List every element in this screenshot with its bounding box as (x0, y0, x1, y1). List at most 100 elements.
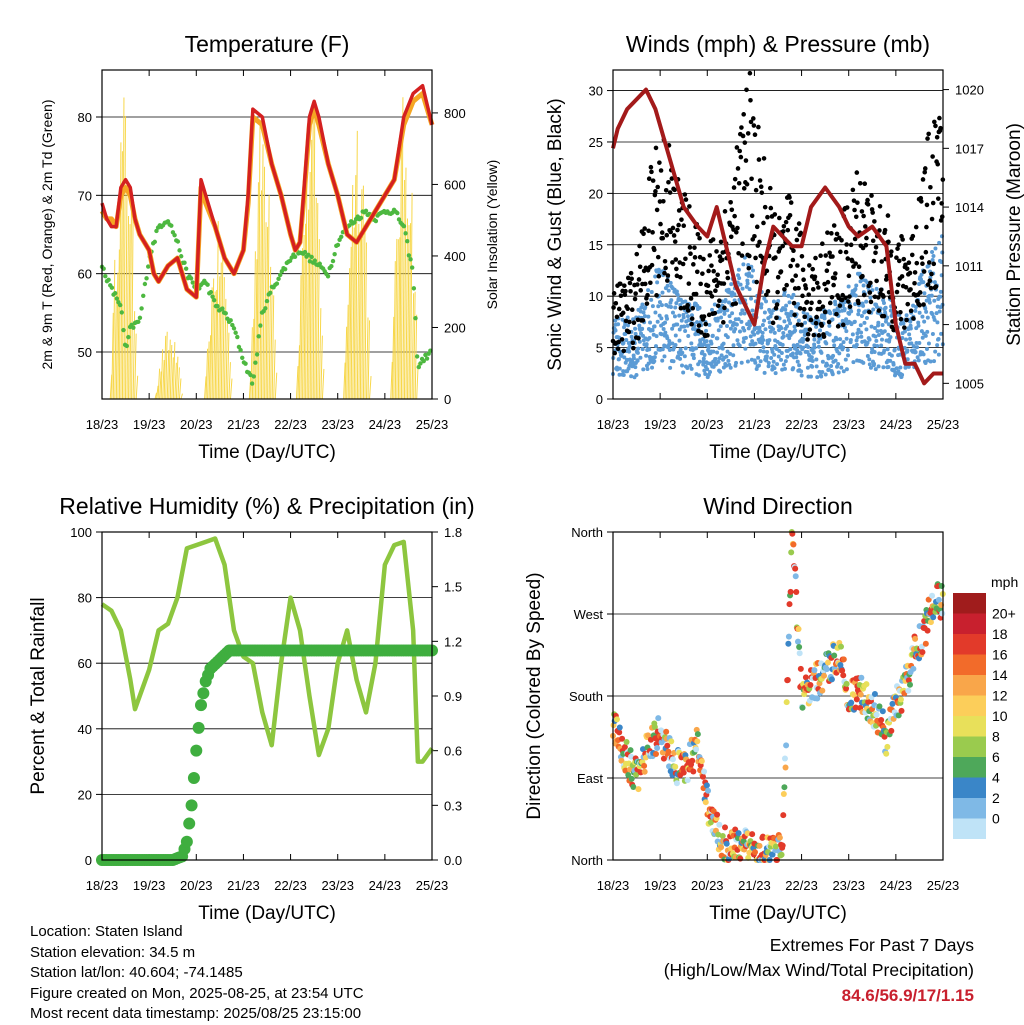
wind-gust-point (924, 224, 929, 230)
wind-sustained-point (756, 363, 761, 368)
direction-point (781, 784, 788, 791)
wind-gust-point (873, 250, 878, 256)
wind-sustained-point (811, 349, 816, 354)
wind-sustained-point (871, 307, 876, 312)
wind-sustained-point (739, 360, 744, 365)
wind-sustained-point (688, 363, 693, 368)
wind-sustained-point (820, 370, 825, 375)
direction-point (641, 762, 648, 769)
wind-sustained-point (749, 274, 754, 279)
wind-sustained-point (647, 347, 652, 352)
wind-gust-point (683, 197, 689, 202)
wind-sustained-point (641, 367, 646, 372)
solar-insolation-line (400, 97, 404, 400)
wind-gust-point (687, 204, 692, 209)
direction-point (863, 681, 870, 688)
wind-gust-point (921, 302, 926, 307)
precip-point (185, 799, 198, 812)
wind-sustained-point (665, 283, 670, 288)
solar-insolation-line (309, 139, 313, 400)
direction-point (628, 753, 635, 760)
wind-sustained-point (728, 319, 733, 324)
wind-sustained-point (674, 289, 679, 294)
wind-sustained-point (831, 353, 836, 358)
solar-insolation-line (349, 246, 352, 400)
wind-gust-point (751, 123, 757, 128)
solar-insolation-line (413, 291, 416, 400)
wind-gust-point (768, 205, 774, 211)
legend-swatch (953, 634, 986, 655)
wind-gust-point (674, 266, 679, 272)
wind-sustained-point (683, 329, 688, 334)
wind-sustained-point (637, 339, 642, 344)
solar-insolation-line (204, 376, 207, 400)
wind-sustained-point (908, 326, 913, 331)
wind-sustained-point (858, 323, 863, 328)
wind-gust-point (619, 337, 625, 342)
wind-gust-point (886, 239, 891, 245)
wind-sustained-point (855, 335, 860, 340)
dewpoint-point (274, 281, 280, 286)
solar-insolation-line (111, 312, 114, 400)
wind-sustained-point (677, 313, 682, 318)
wind-sustained-point (915, 345, 920, 350)
y-axis-label-left: Sonic Wind & Gust (Blue, Black) (545, 98, 566, 370)
solar-insolation-line (315, 202, 319, 400)
wind-sustained-point (686, 334, 691, 339)
wind-gust-point (765, 289, 771, 294)
wind-sustained-point (905, 357, 910, 362)
wind-sustained-point (616, 357, 621, 362)
wind-sustained-point (710, 307, 714, 312)
y2-tick-label: 800 (444, 106, 466, 121)
solar-insolation-line (174, 362, 177, 400)
wind-gust-point (856, 264, 862, 270)
plot-border (612, 531, 944, 861)
station-latlon: Station lat/lon: 40.604; -74.1485 (30, 964, 243, 981)
wind-sustained-point (729, 282, 734, 287)
wind-sustained-point (939, 331, 944, 336)
wind-sustained-point (920, 314, 925, 319)
wind-sustained-point (783, 359, 788, 364)
dewpoint-point (249, 381, 255, 386)
precip-point (192, 721, 205, 734)
dewpoint-point (240, 355, 245, 360)
wind-sustained-point (633, 326, 638, 331)
solar-insolation-line (399, 142, 402, 400)
wind-sustained-point (795, 359, 800, 364)
wind-sustained-point (695, 320, 700, 325)
wind-sustained-point (933, 246, 938, 251)
wind-gust-point (762, 204, 768, 210)
wind-gust-point (692, 255, 698, 260)
wind-sustained-point (636, 346, 641, 351)
wind-gust-point (852, 236, 858, 242)
wind-sustained-point (760, 334, 765, 339)
wind-gust-point (829, 295, 835, 300)
wind-gust-point (698, 281, 703, 287)
wind-sustained-point (627, 344, 632, 349)
wind-gust-point (839, 297, 845, 303)
direction-point (788, 549, 795, 556)
wind-gust-point (938, 125, 943, 131)
wind-sustained-point (700, 349, 705, 354)
wind-gust-point (807, 327, 813, 332)
y2-tick-label: 0.9 (444, 689, 462, 704)
wind-gust-point (709, 263, 714, 268)
solar-insolation-line (134, 333, 137, 400)
direction-point (876, 703, 883, 710)
wind-gust-point (889, 249, 894, 254)
wind-sustained-point (911, 344, 916, 349)
wind-gust-point (668, 229, 674, 235)
wind-sustained-point (685, 323, 690, 328)
wind-gust-point (637, 264, 643, 270)
x-tick-label: 20/23 (180, 878, 213, 893)
wind-sustained-point (920, 335, 925, 340)
wind-gust-point (685, 302, 690, 308)
x-tick-label: 23/23 (832, 878, 865, 893)
direction-point (702, 799, 709, 806)
wind-sustained-point (665, 316, 670, 321)
wind-sustained-point (865, 354, 870, 359)
wind-gust-point (895, 246, 900, 251)
wind-sustained-point (856, 308, 861, 313)
wind-sustained-point (935, 343, 940, 348)
wind-sustained-point (814, 364, 819, 369)
